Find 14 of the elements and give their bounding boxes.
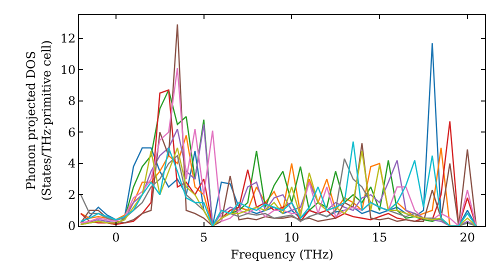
x-tick-label: 15 bbox=[372, 230, 388, 244]
y-tick-label: 2 bbox=[68, 188, 76, 202]
y-axis-title: Phonon projected DOS (States/THz·primitive cell) bbox=[24, 40, 54, 201]
x-tick-label: 20 bbox=[460, 230, 476, 244]
y-tick-label: 10 bbox=[60, 62, 76, 77]
x-tick-label: 10 bbox=[284, 230, 300, 244]
y-tick-label: 0 bbox=[68, 219, 76, 234]
y-tick-label: 8 bbox=[68, 94, 76, 108]
y-tick-label: 12 bbox=[60, 32, 76, 46]
x-tick-label: 0 bbox=[112, 230, 120, 244]
y-tick-label: 4 bbox=[68, 156, 76, 171]
x-tick-label: 5 bbox=[200, 230, 208, 244]
x-axis-title: Frequency (THz) bbox=[230, 247, 334, 262]
y-tick-label: 6 bbox=[68, 125, 76, 140]
